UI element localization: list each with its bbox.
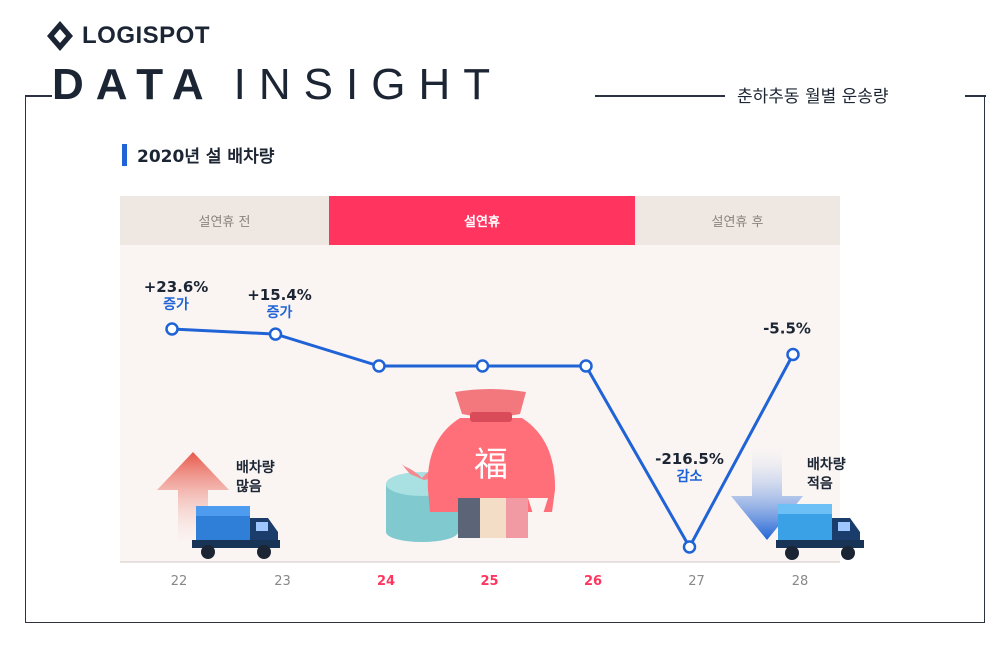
logo-diamond-icon [47, 21, 73, 51]
data-point-28 [786, 347, 800, 362]
left-label-line1: 배차량 [236, 460, 275, 476]
frame-top-mid [595, 95, 725, 97]
brand-name: LOGISPOT [82, 22, 211, 49]
series-layer [165, 322, 800, 554]
x-tick-label: 23 [274, 574, 291, 589]
data-point-27 [682, 540, 697, 554]
annotation-value-23: +15.4% [247, 286, 312, 304]
page-title: DATA INSIGHT [52, 60, 512, 110]
tab-before-holiday: 설연휴 전 [120, 196, 329, 245]
right-label-line2: 적음 [807, 475, 833, 492]
page-subtitle: 춘하추동 월별 운송량 [725, 82, 901, 107]
lucky-bag-icon [427, 389, 556, 538]
bag-character: 福 [474, 445, 508, 485]
content-frame [25, 95, 985, 623]
data-point-22 [165, 322, 179, 336]
logo: LOGISPOT [46, 20, 210, 52]
tick-layer: 22 23 24 25 26 27 28 [171, 574, 809, 589]
x-tick-label: 28 [792, 574, 809, 589]
up-arrow-icon [157, 452, 229, 545]
title-bold: DATA [52, 60, 216, 109]
x-tick-label: 22 [171, 574, 188, 589]
annotation-note-22: 증가 [163, 297, 189, 313]
data-point-26 [579, 359, 593, 373]
data-point-24 [372, 359, 386, 373]
annotation-note-27: 감소 [677, 468, 703, 485]
section-accent-bar [122, 143, 127, 166]
annotation-value-22: +23.6% [144, 278, 209, 296]
x-tick-label: 24 [377, 574, 395, 589]
truck-icon-left [192, 506, 280, 559]
section-header: 2020년 설 배차량 [122, 142, 274, 167]
left-label-line2: 많음 [236, 478, 262, 495]
section-title: 2020년 설 배차량 [137, 147, 275, 167]
x-tick-label: 26 [584, 574, 602, 589]
annotation-layer: +23.6%증가+15.4%증가-216.5%감소-5.5% [144, 278, 811, 485]
title-light: INSIGHT [233, 60, 504, 109]
tab-holiday: 설연휴 [329, 196, 635, 245]
annotation-value-27: -216.5% [655, 450, 724, 468]
annotation-note-23: 증가 [267, 305, 293, 321]
data-point-25 [475, 359, 490, 373]
x-tick-label: 25 [480, 574, 498, 589]
frame-top-left [25, 95, 55, 97]
annotation-value-28: -5.5% [763, 320, 811, 338]
data-point-23 [268, 327, 283, 341]
frame-top-right [965, 95, 986, 97]
x-tick-label: 27 [688, 574, 705, 589]
right-label-line1: 배차량 [807, 457, 846, 473]
truck-icon-right [776, 504, 864, 560]
tab-after-holiday: 설연휴 후 [635, 196, 840, 245]
